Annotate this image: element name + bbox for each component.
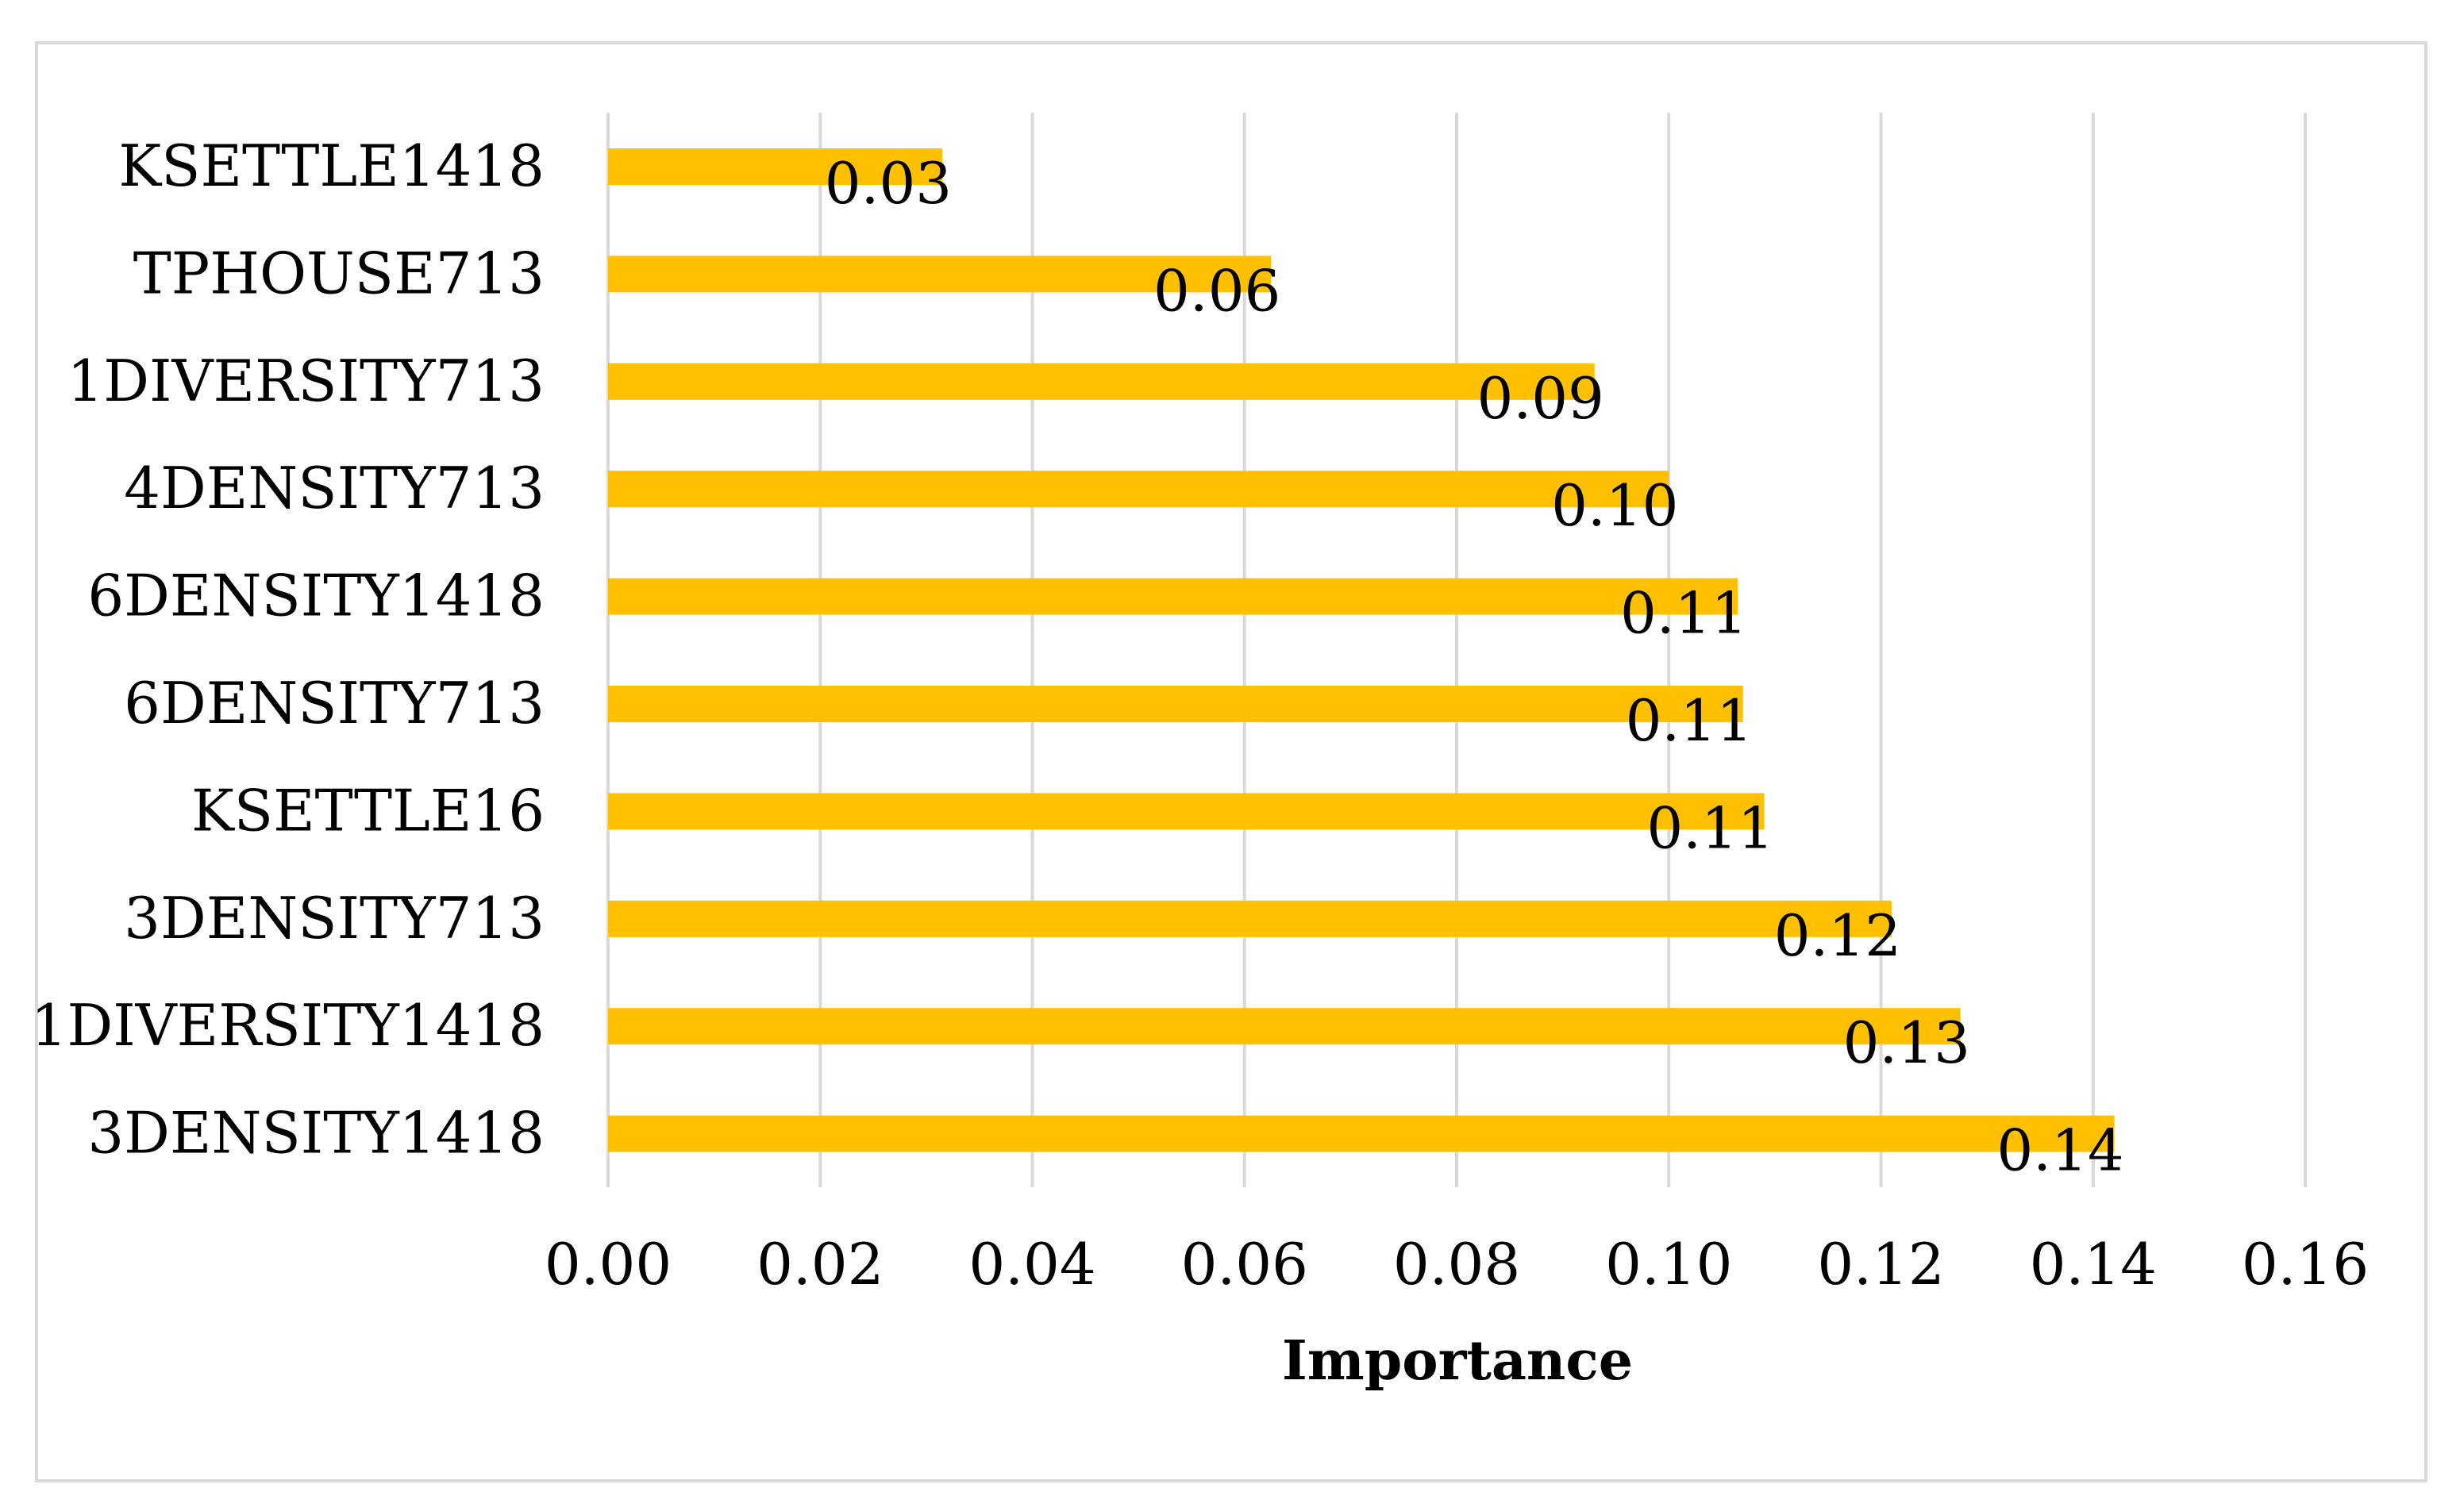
x-tick-label: 0.00 bbox=[545, 1231, 672, 1298]
data-labels: 0.030.060.090.100.110.110.110.120.130.14 bbox=[825, 150, 2124, 1184]
data-label: 0.06 bbox=[1153, 257, 1280, 324]
x-tick-label: 0.02 bbox=[757, 1231, 884, 1298]
bar bbox=[608, 1115, 2115, 1152]
data-label: 0.14 bbox=[1996, 1117, 2123, 1184]
data-label: 0.13 bbox=[1843, 1009, 1970, 1076]
data-label: 0.12 bbox=[1774, 902, 1901, 969]
category-label: 6DENSITY1418 bbox=[87, 563, 545, 629]
category-label: 6DENSITY713 bbox=[124, 670, 545, 736]
category-label: 1DIVERSITY713 bbox=[67, 348, 545, 414]
x-tick-label: 0.06 bbox=[1181, 1231, 1308, 1298]
bar bbox=[608, 578, 1738, 615]
bar bbox=[608, 471, 1669, 508]
x-tick-label: 0.04 bbox=[968, 1231, 1095, 1298]
category-label: KSETTLE16 bbox=[191, 777, 545, 844]
bar bbox=[608, 900, 1892, 937]
bar bbox=[608, 793, 1765, 830]
data-label: 0.03 bbox=[825, 150, 952, 217]
data-label: 0.11 bbox=[1646, 794, 1773, 861]
category-label: TPHOUSE713 bbox=[133, 240, 545, 306]
bar bbox=[608, 256, 1272, 293]
category-label: 3DENSITY713 bbox=[124, 885, 545, 952]
data-label: 0.11 bbox=[1620, 580, 1747, 647]
bar bbox=[608, 148, 942, 185]
category-label: 1DIVERSITY1418 bbox=[31, 992, 545, 1059]
x-tick-labels: 0.00 0.02 0.04 0.06 0.08 0.10 0.12 0.14 0.16 bbox=[545, 1231, 2369, 1298]
bar bbox=[608, 686, 1743, 722]
data-label: 0.11 bbox=[1626, 687, 1753, 754]
category-label: 4DENSITY713 bbox=[124, 455, 545, 521]
x-tick-label: 0.10 bbox=[1605, 1231, 1732, 1298]
data-label: 0.09 bbox=[1477, 365, 1604, 432]
x-axis-title: Importance bbox=[1282, 1329, 1633, 1393]
x-tick-label: 0.14 bbox=[2030, 1231, 2157, 1298]
bar bbox=[608, 363, 1595, 400]
category-label: 3DENSITY1418 bbox=[87, 1100, 545, 1167]
bar bbox=[608, 1008, 1961, 1045]
data-label: 0.10 bbox=[1551, 472, 1678, 539]
category-labels: KSETTLE1418 TPHOUSE713 1DIVERSITY713 4DENSI… bbox=[31, 133, 545, 1167]
bars bbox=[608, 148, 2115, 1152]
x-tick-label: 0.12 bbox=[1817, 1231, 1944, 1298]
x-tick-label: 0.08 bbox=[1393, 1231, 1520, 1298]
x-tick-label: 0.16 bbox=[2242, 1231, 2369, 1298]
category-label: KSETTLE1418 bbox=[118, 133, 545, 199]
